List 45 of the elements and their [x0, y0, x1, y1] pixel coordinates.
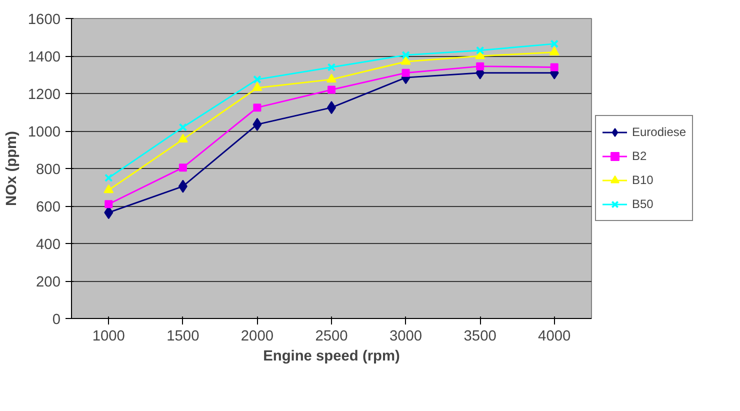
point: [178, 123, 188, 132]
y-tick-label: 600: [36, 200, 61, 216]
x-tick-label: 2500: [315, 328, 348, 344]
point: [400, 56, 411, 65]
point: [550, 40, 559, 48]
point: [549, 46, 560, 56]
point: [476, 62, 484, 70]
point: [327, 63, 336, 72]
point: [104, 174, 113, 182]
point: [178, 134, 188, 143]
x-tick-label: 1500: [166, 328, 200, 344]
point: [402, 50, 410, 60]
y-tick-label: 1400: [28, 50, 61, 66]
legend-label: Eurodiese: [632, 125, 686, 139]
point: [252, 118, 262, 131]
legend-label: B2: [632, 149, 648, 163]
y-tick-label: 1600: [28, 12, 61, 28]
point: [178, 180, 188, 193]
point: [550, 63, 558, 72]
legend-label: B10: [632, 173, 654, 187]
point: [252, 82, 262, 91]
y-tick-label: 200: [36, 274, 61, 290]
point: [104, 184, 114, 194]
y-tick-label: 0: [52, 312, 61, 328]
point: [253, 104, 262, 112]
x-tick-label: 2000: [240, 328, 274, 344]
y-tick-label: 1000: [28, 124, 61, 140]
point: [326, 74, 336, 83]
y-axis-title: NOx (ppm): [4, 130, 20, 206]
y-tick-label: 800: [36, 162, 61, 178]
point: [178, 164, 187, 172]
y-tick-label: 400: [36, 237, 61, 253]
x-tick-label: 1000: [92, 328, 125, 344]
legend-label: B50: [632, 197, 654, 211]
point: [402, 68, 410, 77]
x-tick-label: 3500: [464, 328, 496, 344]
point: [104, 206, 114, 220]
point: [328, 86, 336, 94]
x-axis-title: Engine speed (rpm): [263, 348, 400, 364]
point: [253, 75, 262, 84]
point: [476, 46, 484, 55]
y-tick-label: 1200: [28, 87, 61, 103]
x-tick-label: 3000: [389, 328, 422, 344]
point: [104, 200, 113, 208]
x-tick-label: 4000: [538, 328, 571, 344]
